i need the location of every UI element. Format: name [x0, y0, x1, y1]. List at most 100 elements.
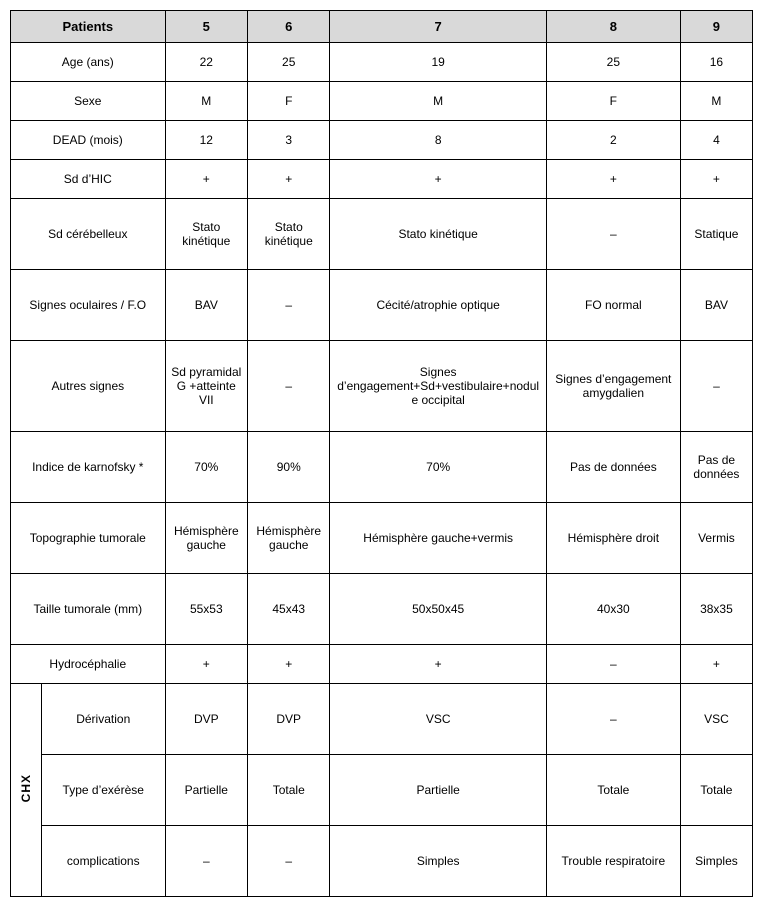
- cell: M: [165, 82, 247, 121]
- cell: DVP: [248, 684, 330, 755]
- cell: –: [248, 826, 330, 897]
- label-taille: Taille tumorale (mm): [11, 574, 166, 645]
- cell: 16: [680, 43, 752, 82]
- cell: –: [165, 826, 247, 897]
- cell: BAV: [165, 270, 247, 341]
- label-kar: Indice de karnofsky *: [11, 432, 166, 503]
- cell: 70%: [330, 432, 546, 503]
- cell: VSC: [330, 684, 546, 755]
- patients-table: Patients 5 6 7 8 9 Age (ans) 22 25 19 25…: [10, 10, 753, 897]
- col-7: 7: [330, 11, 546, 43]
- cell: Pas de données: [680, 432, 752, 503]
- cell: Vermis: [680, 503, 752, 574]
- label-hydro: Hydrocéphalie: [11, 645, 166, 684]
- label-topo: Topographie tumorale: [11, 503, 166, 574]
- cell: Signes d’engagement+Sd+vestibulaire+nodu…: [330, 341, 546, 432]
- cell: Sd pyramidal G +atteinte VII: [165, 341, 247, 432]
- col-9: 9: [680, 11, 752, 43]
- cell: +: [680, 645, 752, 684]
- cell: +: [330, 160, 546, 199]
- cell: 12: [165, 121, 247, 160]
- cell: 38x35: [680, 574, 752, 645]
- row-chx-exer: Type d’exérèse Partielle Totale Partiell…: [11, 755, 753, 826]
- cell: 3: [248, 121, 330, 160]
- row-chx-comp: complications – – Simples Trouble respir…: [11, 826, 753, 897]
- cell: Hémisphère gauche: [248, 503, 330, 574]
- cell: Hémisphère gauche: [165, 503, 247, 574]
- cell: –: [546, 684, 680, 755]
- cell: 55x53: [165, 574, 247, 645]
- chx-header-text: CHX: [19, 774, 33, 802]
- cell: Partielle: [165, 755, 247, 826]
- row-age: Age (ans) 22 25 19 25 16: [11, 43, 753, 82]
- cell: 25: [546, 43, 680, 82]
- row-dead: DEAD (mois) 12 3 8 2 4: [11, 121, 753, 160]
- cell: –: [248, 270, 330, 341]
- row-chx-deriv: CHX Dérivation DVP DVP VSC – VSC: [11, 684, 753, 755]
- cell: +: [248, 160, 330, 199]
- row-taille: Taille tumorale (mm) 55x53 45x43 50x50x4…: [11, 574, 753, 645]
- cell: Signes d’engagement amygdalien: [546, 341, 680, 432]
- cell: +: [330, 645, 546, 684]
- cell: Totale: [546, 755, 680, 826]
- cell: Hémisphère droit: [546, 503, 680, 574]
- label-hic: Sd d’HIC: [11, 160, 166, 199]
- cell: +: [546, 160, 680, 199]
- cell: Statique: [680, 199, 752, 270]
- cell: Cécité/atrophie optique: [330, 270, 546, 341]
- col-8: 8: [546, 11, 680, 43]
- cell: F: [248, 82, 330, 121]
- label-exer: Type d’exérèse: [41, 755, 165, 826]
- label-sexe: Sexe: [11, 82, 166, 121]
- row-cerebellum: Sd cérébelleux Stato kinétique Stato kin…: [11, 199, 753, 270]
- cell: Hémisphère gauche+vermis: [330, 503, 546, 574]
- cell: DVP: [165, 684, 247, 755]
- cell: 19: [330, 43, 546, 82]
- cell: Partielle: [330, 755, 546, 826]
- label-dead: DEAD (mois): [11, 121, 166, 160]
- cell: Totale: [248, 755, 330, 826]
- cell: M: [330, 82, 546, 121]
- cell: –: [248, 341, 330, 432]
- label-cere: Sd cérébelleux: [11, 199, 166, 270]
- row-hydro: Hydrocéphalie + + + – +: [11, 645, 753, 684]
- cell: +: [248, 645, 330, 684]
- cell: Simples: [680, 826, 752, 897]
- cell: 25: [248, 43, 330, 82]
- cell: 2: [546, 121, 680, 160]
- header-row: Patients 5 6 7 8 9: [11, 11, 753, 43]
- cell: –: [680, 341, 752, 432]
- cell: +: [165, 645, 247, 684]
- cell: +: [680, 160, 752, 199]
- cell: 50x50x45: [330, 574, 546, 645]
- cell: +: [165, 160, 247, 199]
- cell: 90%: [248, 432, 330, 503]
- row-sexe: Sexe M F M F M: [11, 82, 753, 121]
- cell: 70%: [165, 432, 247, 503]
- label-autres: Autres signes: [11, 341, 166, 432]
- cell: Trouble respiratoire: [546, 826, 680, 897]
- cell: Stato kinétique: [248, 199, 330, 270]
- cell: –: [546, 645, 680, 684]
- label-age: Age (ans): [11, 43, 166, 82]
- cell: Stato kinétique: [330, 199, 546, 270]
- row-topo: Topographie tumorale Hémisphère gauche H…: [11, 503, 753, 574]
- cell: FO normal: [546, 270, 680, 341]
- col-patients: Patients: [11, 11, 166, 43]
- cell: 22: [165, 43, 247, 82]
- cell: Stato kinétique: [165, 199, 247, 270]
- cell: –: [546, 199, 680, 270]
- cell: M: [680, 82, 752, 121]
- label-ocul: Signes oculaires / F.O: [11, 270, 166, 341]
- row-ocular: Signes oculaires / F.O BAV – Cécité/atro…: [11, 270, 753, 341]
- cell: 40x30: [546, 574, 680, 645]
- row-hic: Sd d’HIC + + + + +: [11, 160, 753, 199]
- cell: VSC: [680, 684, 752, 755]
- row-autres: Autres signes Sd pyramidal G +atteinte V…: [11, 341, 753, 432]
- col-6: 6: [248, 11, 330, 43]
- cell: 45x43: [248, 574, 330, 645]
- cell: Pas de données: [546, 432, 680, 503]
- cell: Simples: [330, 826, 546, 897]
- label-comp: complications: [41, 826, 165, 897]
- chx-header: CHX: [11, 684, 42, 897]
